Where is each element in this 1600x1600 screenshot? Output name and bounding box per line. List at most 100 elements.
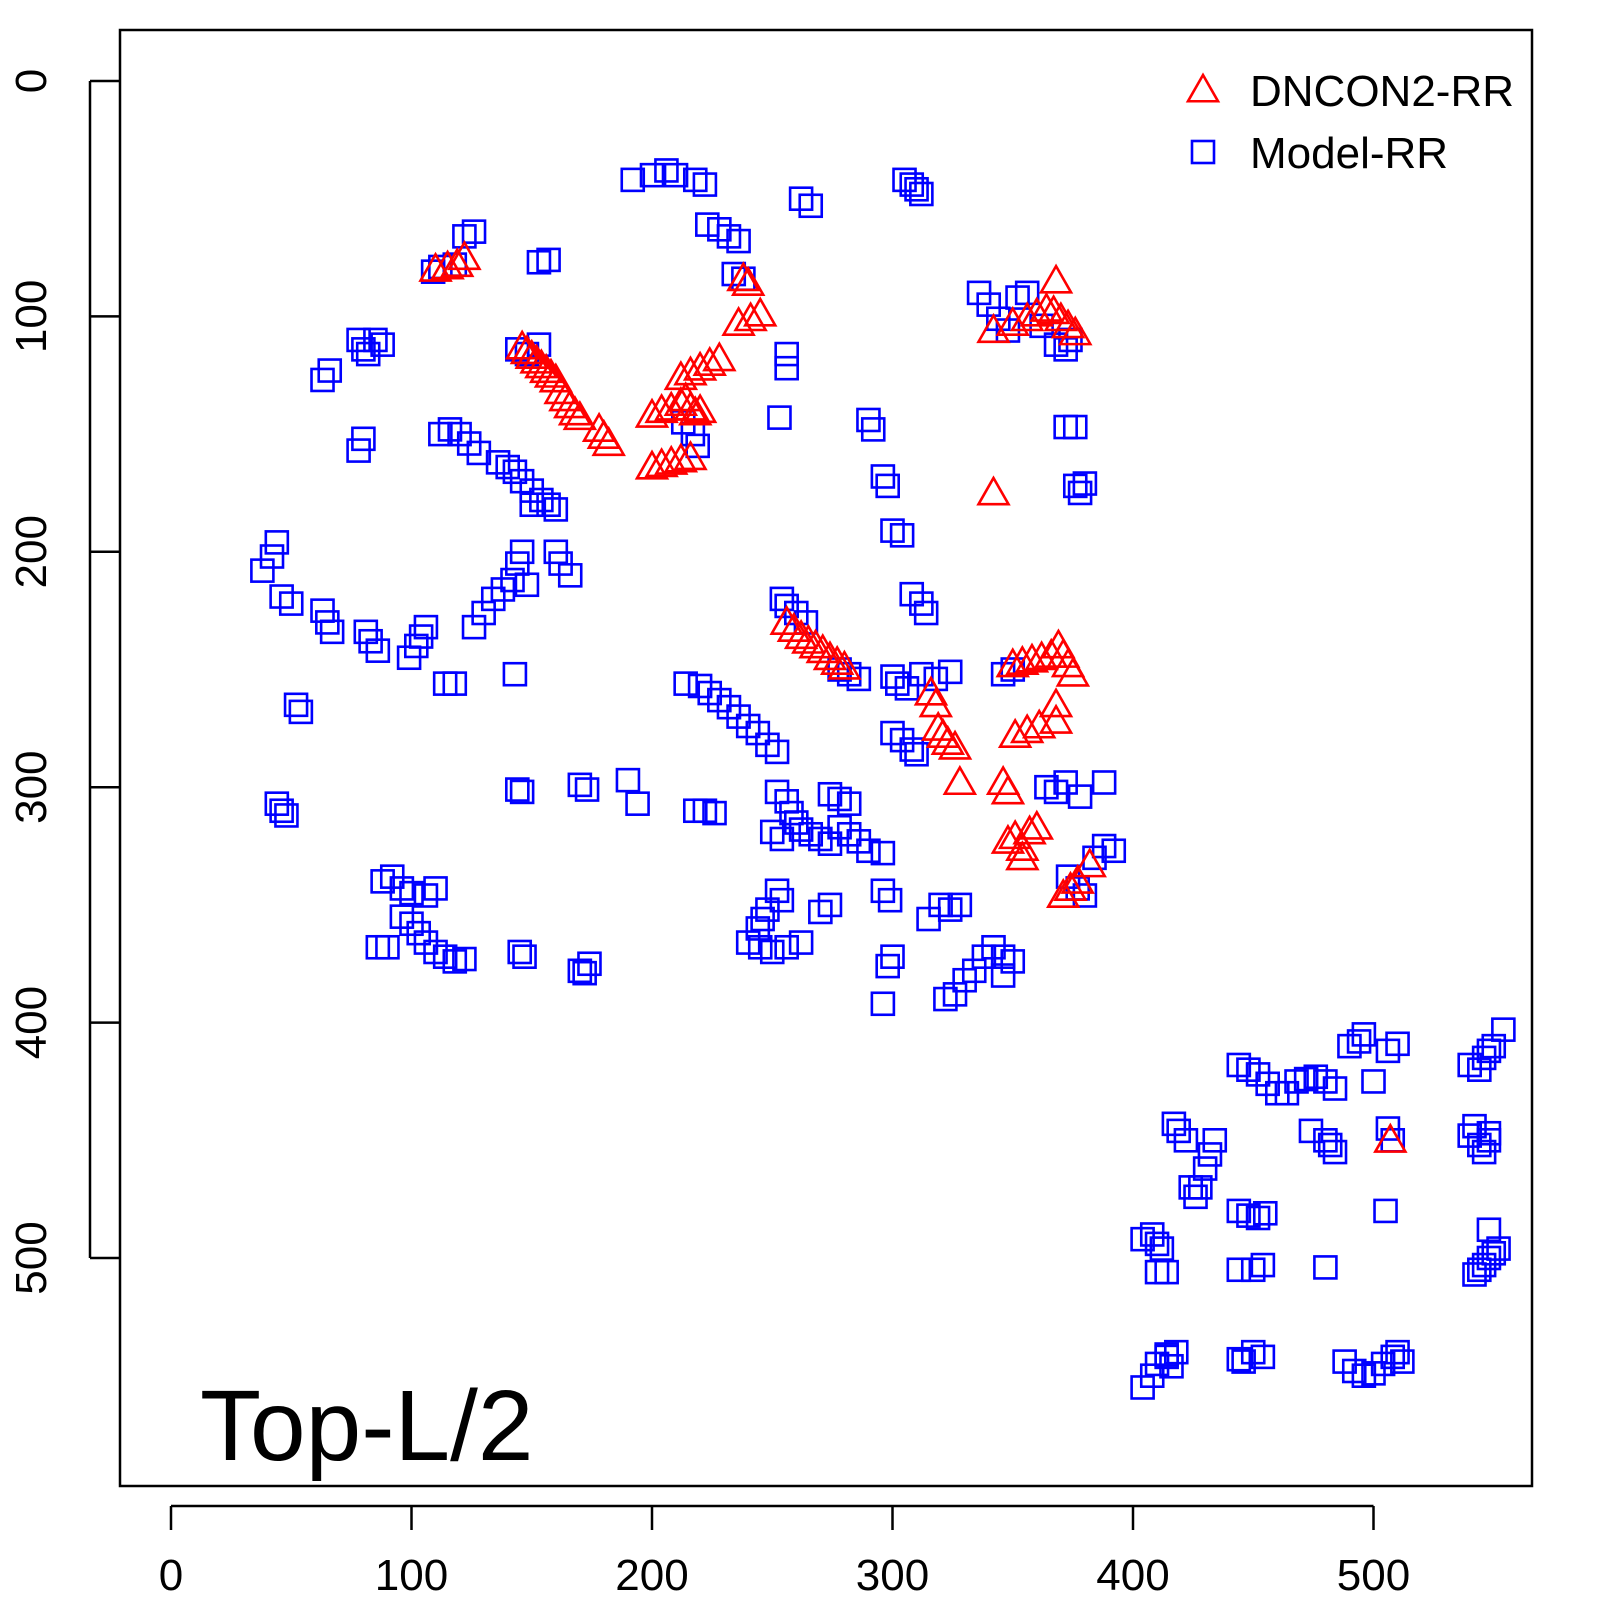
model-rr-point [315,610,340,635]
model-rr-point [505,777,530,802]
legend-square-icon [1190,139,1216,165]
model-rr-point [423,876,448,901]
model-rr-point [1236,1203,1261,1228]
model-rr-point [1072,883,1098,908]
model-rr-point [485,450,511,475]
model-rr-point [269,798,294,824]
model-rr-point [716,694,742,720]
model-rr-point [536,247,561,273]
model-rr-point [514,572,540,598]
model-rr-point [437,417,463,442]
y-tick-label: 200 [7,515,56,588]
x-tick-label: 300 [856,1551,929,1600]
model-rr-point [856,838,881,864]
dncon2-rr-point [634,449,670,480]
model-rr-point [509,539,535,565]
dncon2-rr-point [557,395,593,426]
model-rr-point [408,624,434,649]
model-rr-point [1166,1118,1191,1144]
dncon2-rr-point [827,649,862,680]
dncon2-rr-point [644,447,679,478]
model-rr-point [769,586,795,612]
model-rr-point [894,676,920,701]
model-rr-point [788,186,814,211]
model-rr-point [933,986,958,1012]
dncon2-rr-point [733,301,768,332]
model-rr-point [1245,1205,1271,1231]
model-rr-point [1067,480,1093,506]
model-rr-point [351,426,376,452]
model-rr-point [1034,774,1059,800]
x-axis: 0 100 200 300 400 500 [159,1504,1410,1600]
model-rr-point [1091,833,1117,859]
model-rr-point [1149,1236,1175,1261]
dncon2-rr-point [726,261,761,292]
dncon2-rr-point [913,675,949,706]
model-rr-point [769,826,795,852]
model-rr-point [1476,1245,1502,1271]
model-rr-point [1226,1257,1252,1283]
model-rr-point [1139,1222,1165,1247]
model-rr-point [1130,1226,1155,1252]
model-rr-point [1486,1236,1511,1261]
model-rr-point [615,767,641,793]
model-rr-point [1462,1113,1487,1139]
model-rr-point [1373,1198,1398,1224]
model-rr-point [519,478,545,503]
model-rr-point [889,523,915,548]
dncon2-rr-point [653,390,689,421]
model-rr-point [856,407,881,433]
model-rr-point [363,327,388,353]
model-rr-point [1322,1076,1348,1101]
model-rr-point [1313,1255,1338,1280]
dncon2-rr-point [1005,644,1040,675]
dncon2-rr-point [1019,809,1055,840]
model-rr-point [567,958,593,984]
model-rr-point [413,930,439,955]
model-rr-point [1226,1052,1252,1078]
model-rr-point [1000,949,1026,974]
dncon2-rr-point [1024,640,1059,671]
model-rr-point [423,939,448,965]
model-rr-point [404,633,429,659]
dncon2-rr-point [673,440,708,471]
dncon2-rr-point [990,774,1026,805]
dncon2-rr-point [805,633,840,664]
model-rr-point [1159,1353,1184,1379]
model-rr-point [1298,1118,1324,1144]
legend-marker-dncon2-rr [1185,72,1221,103]
model-rr-point [452,224,477,249]
dncon2-rr-point [997,717,1033,748]
model-rr-point [512,944,537,969]
model-rr-point [355,341,381,367]
model-rr-point [875,473,900,499]
model-rr-point [471,600,496,626]
model-rr-point [1053,337,1078,362]
model-rr-point [880,518,905,543]
model-rr-point [767,405,792,430]
model-rr-point [639,162,665,188]
legend: DNCON2-RR Model-RR [1185,67,1514,178]
model-rr-point [774,593,799,619]
model-rr-point [1091,770,1117,795]
model-rr-point [735,713,761,739]
model-rr-point [726,228,751,254]
legend-triangle-icon [1185,72,1221,103]
dncon2-rr-point [1029,291,1064,322]
model-rr-point [1313,1069,1338,1094]
model-rr-point [870,840,896,866]
dncon2-rr-point [930,724,966,756]
model-rr-point [702,800,727,826]
model-rr-point [1183,1184,1208,1210]
model-rr-point [687,673,713,699]
dncon2-rr-point [673,390,708,421]
model-rr-point [764,878,790,904]
model-rr-point [480,586,506,612]
model-rr-point [1361,1361,1386,1386]
model-rr-point [909,661,934,687]
dncon2-rr-point [1038,687,1074,718]
dncon2-rr-point [653,444,689,475]
dncon2-rr-point [663,442,699,473]
model-rr-point [399,911,424,937]
model-rr-point [952,967,977,993]
